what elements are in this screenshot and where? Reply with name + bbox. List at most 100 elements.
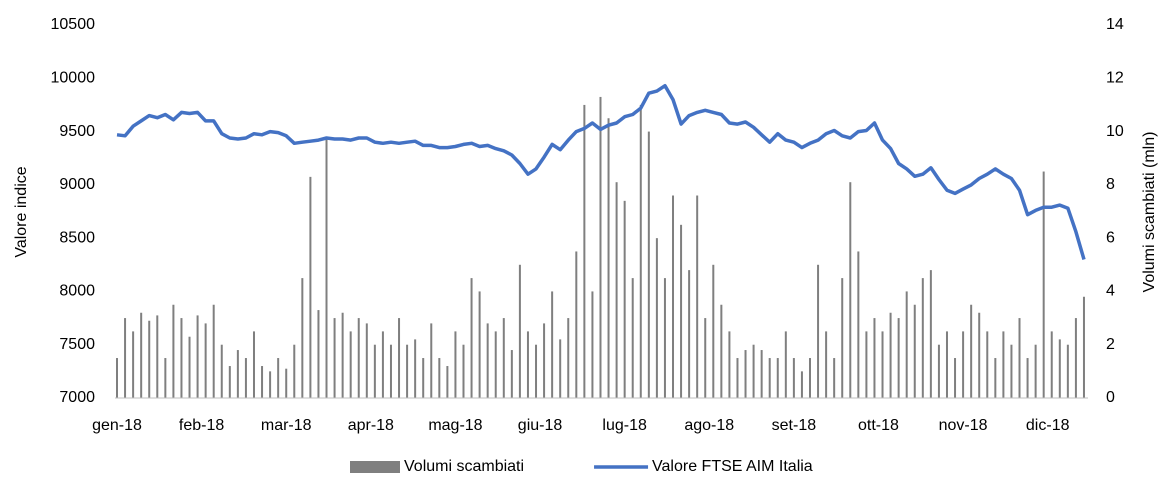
volume-bar xyxy=(623,200,626,398)
volume-bar xyxy=(559,339,562,398)
volume-bar xyxy=(792,358,795,398)
volume-bar xyxy=(180,318,183,398)
volume-bar xyxy=(486,323,489,398)
x-tick-label: ago-18 xyxy=(684,417,734,434)
volume-bar xyxy=(978,312,981,398)
volume-bar xyxy=(406,344,409,398)
y-tick-label: 8500 xyxy=(59,229,95,246)
volume-bar xyxy=(470,278,473,398)
volume-bar xyxy=(639,104,642,398)
volume-bar xyxy=(825,331,828,398)
volume-bar xyxy=(712,264,715,398)
y2-tick-label: 0 xyxy=(1106,389,1115,406)
volume-bar xyxy=(752,344,755,398)
volume-bar xyxy=(833,358,836,398)
volume-bar xyxy=(462,344,465,398)
volume-bar xyxy=(236,350,239,398)
volume-bar xyxy=(269,371,272,398)
y2-tick-label: 8 xyxy=(1106,176,1115,193)
volume-bar xyxy=(277,358,280,398)
volume-bar xyxy=(124,318,127,398)
volume-bar xyxy=(841,278,844,398)
volume-bar xyxy=(494,331,497,398)
legend-label: Valore FTSE AIM Italia xyxy=(652,458,813,475)
volume-bar xyxy=(325,139,328,399)
volume-bar xyxy=(728,331,731,398)
volume-bar xyxy=(301,278,304,398)
volume-bar xyxy=(398,318,401,398)
volume-bar xyxy=(518,264,521,398)
volume-bar xyxy=(615,182,618,398)
volume-bar xyxy=(188,336,191,398)
volume-bar xyxy=(776,358,779,398)
volume-bar xyxy=(244,358,247,398)
volume-bar xyxy=(970,304,973,398)
x-tick-label: apr-18 xyxy=(348,417,394,434)
volume-bar xyxy=(591,291,594,398)
volume-bar xyxy=(655,238,658,398)
volume-bar xyxy=(510,350,513,398)
volume-bar xyxy=(535,344,538,398)
volume-bar xyxy=(567,318,570,398)
y2-tick-label: 2 xyxy=(1106,336,1115,353)
x-tick-label: set-18 xyxy=(772,417,817,434)
volume-bar xyxy=(744,350,747,398)
volume-bar xyxy=(309,176,312,398)
volume-bar xyxy=(1074,318,1077,398)
volume-bar xyxy=(381,331,384,398)
volume-bar xyxy=(881,331,884,398)
x-tick-label: giu-18 xyxy=(518,417,563,434)
volume-bar xyxy=(172,304,175,398)
volume-bar xyxy=(760,350,763,398)
volume-bar xyxy=(873,318,876,398)
volume-bar xyxy=(252,331,255,398)
volume-bar xyxy=(1050,331,1053,398)
y2-tick-label: 12 xyxy=(1106,70,1124,87)
volume-bar xyxy=(164,358,167,398)
x-tick-label: mar-18 xyxy=(261,417,312,434)
volume-bar xyxy=(1058,339,1061,398)
volume-bar xyxy=(986,331,989,398)
volume-bar xyxy=(575,251,578,398)
volume-bar xyxy=(430,323,433,398)
y2-tick-label: 6 xyxy=(1106,229,1115,246)
volume-bar xyxy=(954,358,957,398)
volume-bar xyxy=(132,331,135,398)
volume-bar xyxy=(647,131,650,399)
volume-bar xyxy=(962,331,965,398)
volume-bar xyxy=(422,358,425,398)
volume-bar xyxy=(317,310,320,398)
volume-bar xyxy=(784,331,787,398)
volume-bar xyxy=(897,318,900,398)
y2-tick-label: 10 xyxy=(1106,123,1124,140)
y2-tick-label: 14 xyxy=(1106,16,1124,33)
volume-bar xyxy=(446,366,449,398)
volume-bar xyxy=(140,312,143,398)
volume-bar xyxy=(672,195,675,398)
legend-label: Volumi scambiati xyxy=(404,458,524,475)
volume-bar xyxy=(937,344,940,398)
volume-bar xyxy=(478,291,481,398)
volume-bar xyxy=(341,312,344,398)
y-tick-label: 10000 xyxy=(51,70,96,87)
volume-bar xyxy=(736,358,739,398)
x-tick-label: mag-18 xyxy=(428,417,482,434)
volume-bar xyxy=(1018,318,1021,398)
volume-bar xyxy=(945,331,948,398)
x-tick-label: dic-18 xyxy=(1026,417,1070,434)
y2-tick-label: 4 xyxy=(1106,283,1115,300)
volume-bar xyxy=(696,195,699,398)
volume-bar xyxy=(768,358,771,398)
volume-bar xyxy=(800,371,803,398)
volume-bar xyxy=(357,318,360,398)
volume-bar xyxy=(599,96,602,398)
x-tick-label: lug-18 xyxy=(602,417,647,434)
volume-bar xyxy=(148,320,151,398)
volume-bar xyxy=(817,264,820,398)
volume-bar xyxy=(865,331,868,398)
volume-bar xyxy=(373,344,376,398)
volume-bar xyxy=(293,344,296,398)
y-tick-label: 7500 xyxy=(59,336,95,353)
volume-bar xyxy=(220,344,223,398)
